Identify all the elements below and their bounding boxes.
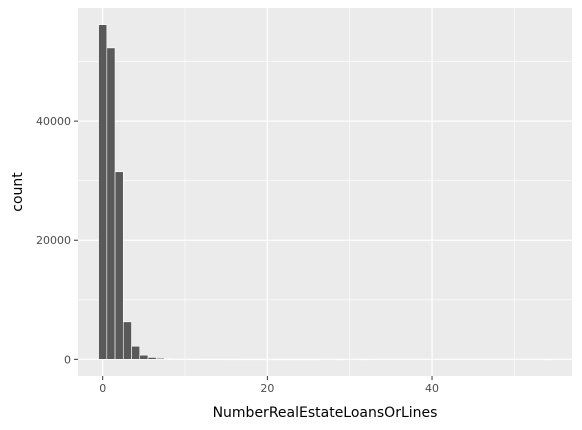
histogram-bar [295,359,305,361]
histogram-bar [542,359,552,361]
histogram-bar [205,358,215,361]
histogram-bar [213,358,223,361]
histogram-bar [246,359,256,361]
histogram-bar [114,171,124,360]
histogram-bar [262,359,272,361]
y-axis-ticks: 0 20000 40000 [36,115,78,366]
histogram-bar [172,358,182,360]
x-tick-label: 0 [99,382,106,395]
histogram-bar [188,358,198,361]
bars [98,24,552,361]
plot-panel [78,8,572,376]
histogram-bar [98,24,108,360]
histogram-bar [287,359,297,361]
x-tick-label: 20 [260,382,274,395]
y-tick-label: 0 [64,353,71,366]
histogram-bar [155,357,165,360]
x-axis-title: NumberRealEstateLoansOrLines [213,405,438,421]
y-tick-label: 40000 [36,115,71,128]
histogram-bar [361,359,371,361]
histogram-bar [164,358,173,360]
histogram-bar [139,354,149,360]
histogram-bar [180,358,190,360]
histogram-bar [197,358,206,361]
x-tick-label: 40 [425,382,439,395]
histogram-bar [254,359,264,361]
minor-gridlines [78,8,572,376]
x-axis-ticks: 0 20 40 [99,376,439,395]
histogram-bar [230,359,239,361]
y-axis-title: count [10,172,26,212]
histogram-bar [337,359,346,361]
histogram-bar [279,359,289,361]
histogram-bar [131,345,141,360]
histogram-bar [312,359,322,361]
histogram-bar [304,359,313,361]
histogram-bar [147,357,157,360]
histogram-bar [271,359,281,361]
histogram-bar [221,358,231,361]
histogram-bar [238,359,248,361]
histogram-bar [122,321,132,360]
y-tick-label: 20000 [36,234,71,247]
histogram-bar [106,47,116,360]
